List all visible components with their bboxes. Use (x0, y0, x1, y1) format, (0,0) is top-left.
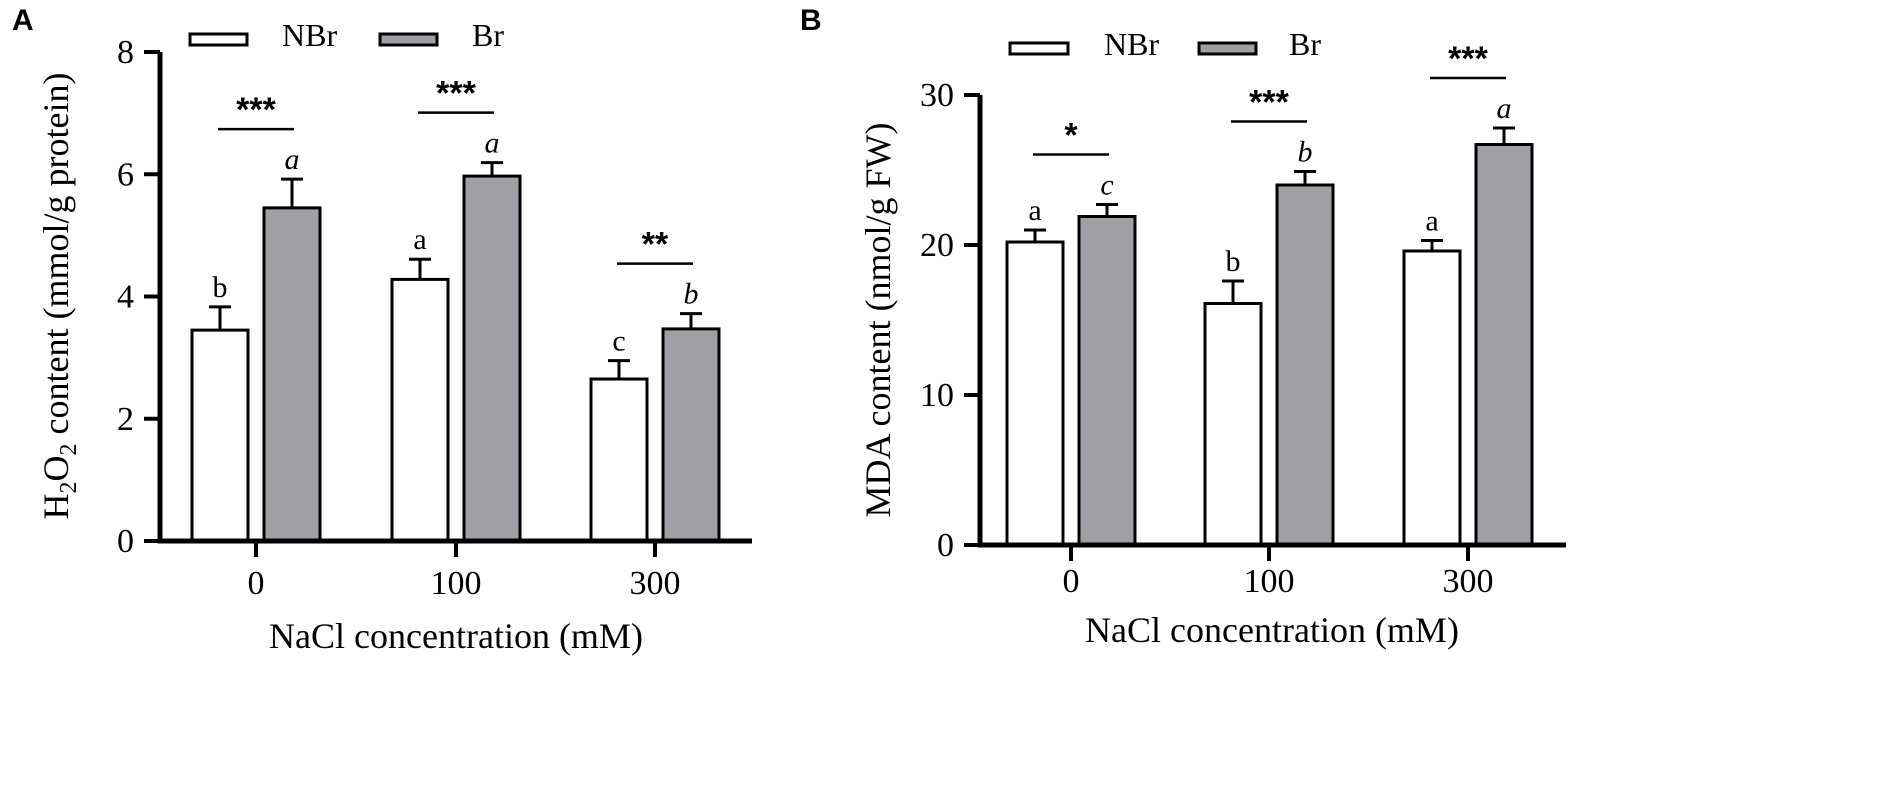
significance-letter: a (1425, 205, 1438, 238)
legend-swatch-br (1197, 41, 1258, 56)
y-tick-label: 0 (117, 523, 134, 560)
bar (1275, 183, 1335, 547)
y-axis-title-part: content (mmol/g protein) (36, 73, 76, 444)
y-tick-label: 2 (117, 401, 134, 438)
bar (390, 277, 450, 543)
legend-label-br: Br (472, 17, 504, 53)
y-tick-label: 30 (920, 77, 954, 114)
y-axis-title: MDA content (nmol/g FW) (858, 123, 898, 518)
significance-stars: *** (236, 91, 276, 129)
significance-stars: *** (1249, 84, 1289, 122)
significance-stars: *** (436, 75, 476, 113)
bar (1077, 215, 1137, 547)
y-tick-label: 20 (920, 227, 954, 264)
y-tick-label: 4 (117, 279, 134, 316)
y-tick-label: 6 (117, 156, 134, 193)
bar (661, 327, 721, 543)
significance-stars: * (1064, 117, 1078, 155)
significance-stars: *** (1448, 40, 1488, 78)
y-axis-title-part: O (36, 455, 76, 481)
x-tick-label: 100 (431, 565, 482, 602)
x-tick-label: 300 (1443, 563, 1494, 600)
legend-swatch-nbr (188, 32, 249, 47)
significance-letter: c (1100, 169, 1113, 202)
y-tick-label: 10 (920, 377, 954, 414)
y-axis-title: H2O2 content (mmol/g protein) (36, 73, 82, 520)
y-axis-title-subscript: 2 (56, 481, 82, 493)
legend-swatch-br (378, 32, 439, 47)
legend: NBr Br (188, 17, 504, 53)
bar (1474, 143, 1534, 547)
significance-letter: a (413, 223, 426, 256)
y-axis-title-subscript: 2 (56, 443, 82, 455)
significance-letter: a (1028, 194, 1041, 227)
x-tick-label: 100 (1244, 563, 1295, 600)
significance-letter: a (485, 127, 500, 160)
panel-label: B (800, 4, 822, 37)
significance-letter: b (1226, 245, 1241, 278)
y-axis-title-part: H (36, 493, 76, 519)
significance-letter: b (1298, 136, 1313, 169)
y-tick-label: 8 (117, 34, 134, 71)
legend-swatch-nbr (1008, 41, 1070, 56)
chart-panel-a: Ab a *** 0 a a *** 100 c b ** 300 0 2 4 6 8 NaCl concentr… (12, 4, 752, 656)
bar (1203, 302, 1263, 547)
bar (1005, 240, 1065, 547)
legend: NBr Br (1008, 26, 1321, 62)
x-tick-label: 0 (1063, 563, 1080, 600)
x-axis-title: NaCl concentration (mM) (1085, 610, 1459, 650)
x-tick-label: 300 (630, 565, 681, 602)
significance-letter: a (285, 143, 300, 176)
bar (462, 174, 522, 543)
significance-letter: a (1497, 92, 1512, 125)
panel-label: A (12, 4, 34, 37)
y-tick-label: 0 (937, 527, 954, 564)
x-tick-label: 0 (248, 565, 265, 602)
bar (190, 328, 250, 543)
legend-label-nbr: NBr (1104, 26, 1159, 62)
bar (1402, 249, 1462, 547)
legend-label-br: Br (1289, 26, 1321, 62)
significance-letter: b (213, 271, 228, 304)
significance-letter: b (684, 278, 699, 311)
x-axis-title: NaCl concentration (mM) (269, 616, 643, 656)
legend-label-nbr: NBr (282, 17, 337, 53)
bar (589, 377, 649, 543)
significance-stars: ** (642, 226, 669, 264)
bar (262, 206, 322, 543)
significance-letter: c (612, 325, 625, 358)
chart-panel-b: Ba c * 0 b b *** 100 a a *** 300 0 10 20 30 NaCl concent… (800, 4, 1566, 650)
